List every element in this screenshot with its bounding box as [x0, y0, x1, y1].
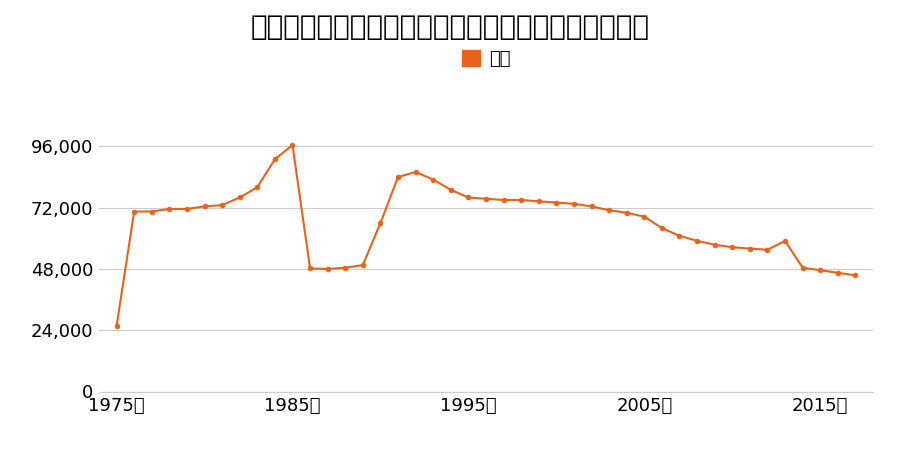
- Text: 群馬県高崎市下中居町字宅地北６５０番４の地価推移: 群馬県高崎市下中居町字宅地北６５０番４の地価推移: [250, 14, 650, 41]
- Legend: 価格: 価格: [462, 50, 510, 68]
